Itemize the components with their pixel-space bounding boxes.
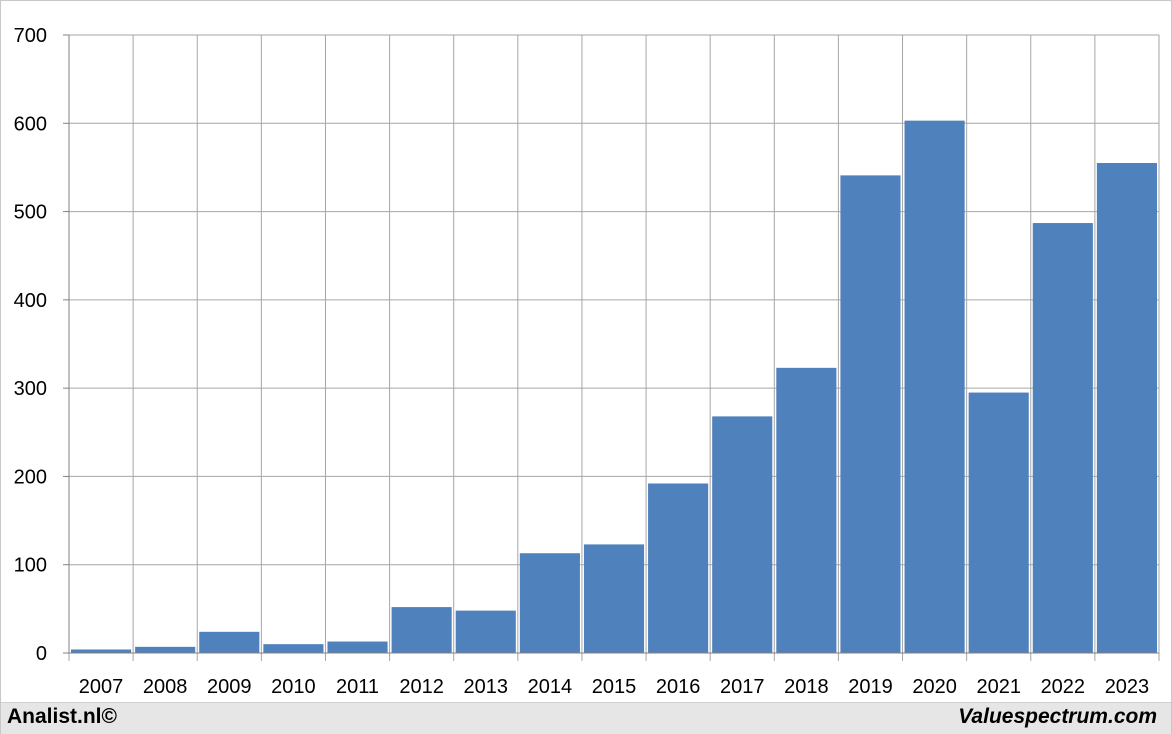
bar-2012 <box>391 607 452 653</box>
x-tick-label: 2020 <box>912 676 957 698</box>
x-tick-label: 2022 <box>1041 676 1086 698</box>
footer-credit-right: Valuespectrum.com <box>958 705 1157 728</box>
bar-2022 <box>1032 223 1093 653</box>
y-tick-label: 700 <box>14 25 47 47</box>
y-tick-label: 300 <box>14 378 47 400</box>
bar-2020 <box>904 120 965 653</box>
footer-bar: Analist.nl© Valuespectrum.com <box>1 702 1171 734</box>
y-tick-label: 600 <box>14 113 47 135</box>
y-tick-label: 0 <box>36 643 47 665</box>
bar-2013 <box>455 610 516 653</box>
x-tick-label: 2021 <box>976 676 1021 698</box>
y-tick-label: 200 <box>14 466 47 488</box>
x-tick-label: 2012 <box>399 676 444 698</box>
x-tick-label: 2015 <box>592 676 637 698</box>
x-tick-label: 2009 <box>207 676 252 698</box>
bar-2007 <box>71 649 132 653</box>
bar-2017 <box>712 416 773 653</box>
y-tick-labels: 0 100 200 300 400 500 600 700 <box>14 25 47 665</box>
bar-2008 <box>135 646 196 653</box>
bar-2010 <box>263 644 324 653</box>
x-tick-label: 2008 <box>143 676 188 698</box>
x-tick-labels: 2007 2008 2009 2010 2011 2012 2013 2014 2015 2016… <box>79 676 1149 698</box>
y-tick-label: 500 <box>14 202 47 224</box>
axes <box>63 34 1159 654</box>
y-tick-label: 100 <box>14 555 47 577</box>
x-tick-label: 2007 <box>79 676 124 698</box>
bar-2021 <box>968 392 1029 653</box>
bar-2019 <box>840 175 901 654</box>
x-tick-label: 2016 <box>656 676 701 698</box>
x-tick-label: 2013 <box>464 676 509 698</box>
x-tick-label: 2017 <box>720 676 765 698</box>
x-tick-label: 2018 <box>784 676 829 698</box>
x-tick-label: 2023 <box>1105 676 1150 698</box>
y-tick-label: 400 <box>14 290 47 312</box>
bar-2015 <box>583 544 645 653</box>
x-tick-label: 2019 <box>848 676 893 698</box>
x-tick-label: 2010 <box>271 676 316 698</box>
x-tick-label: 2011 <box>336 676 379 698</box>
footer-credit-left: Analist.nl© <box>7 705 117 728</box>
bar-2011 <box>327 641 388 653</box>
bars <box>71 120 1157 654</box>
gridlines <box>68 34 1160 661</box>
bar-2009 <box>199 631 260 653</box>
bar-2018 <box>776 367 837 653</box>
bar-2023 <box>1096 163 1157 653</box>
x-tick-label: 2014 <box>528 676 573 698</box>
bar-2016 <box>648 483 709 653</box>
bar-2014 <box>519 553 580 653</box>
